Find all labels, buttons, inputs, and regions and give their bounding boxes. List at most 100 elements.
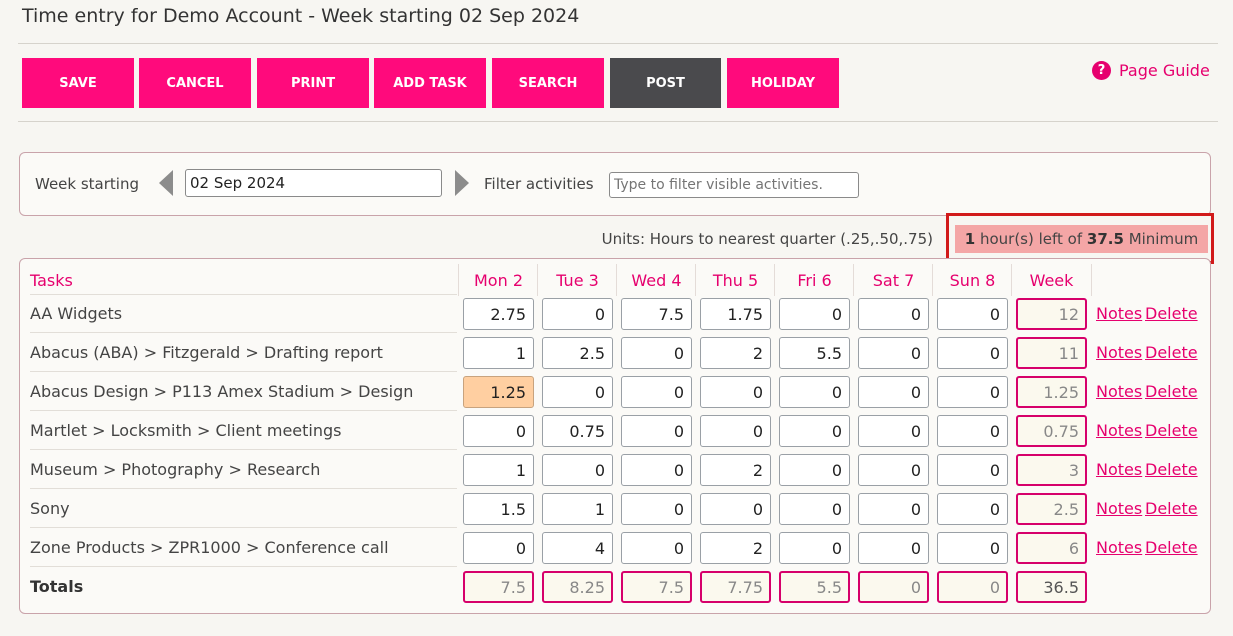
filter-activities-input[interactable]: [609, 172, 859, 198]
hours-input[interactable]: 2: [700, 337, 771, 369]
hours-input[interactable]: 0: [858, 454, 929, 486]
hours-input[interactable]: 2: [700, 454, 771, 486]
hours-input[interactable]: 0: [700, 376, 771, 408]
week-total-cell: 3: [1016, 454, 1087, 486]
hours-input[interactable]: 0: [858, 532, 929, 564]
hours-input[interactable]: 0: [779, 298, 850, 330]
hours-input[interactable]: 0: [858, 493, 929, 525]
hours-input[interactable]: 0: [779, 532, 850, 564]
notes-link[interactable]: Notes: [1096, 499, 1143, 518]
hours-input[interactable]: 0: [937, 454, 1008, 486]
hours-input[interactable]: 0: [621, 493, 692, 525]
hours-input[interactable]: 0: [621, 532, 692, 564]
post-button[interactable]: POST: [610, 58, 721, 108]
hours-input[interactable]: 0: [779, 376, 850, 408]
row-divider: [30, 566, 457, 567]
hours-input[interactable]: 0: [542, 376, 613, 408]
hours-input[interactable]: 1.5: [463, 493, 534, 525]
day-header: Tue 3: [556, 271, 599, 290]
timesheet-grid: [19, 258, 1211, 614]
day-header: Sat 7: [872, 271, 915, 290]
header-column-divider: [1011, 264, 1012, 296]
hours-input[interactable]: 0: [700, 415, 771, 447]
day-header: Thu 5: [712, 271, 759, 290]
hours-input[interactable]: 0: [463, 415, 534, 447]
delete-link[interactable]: Delete: [1145, 499, 1198, 518]
hours-input[interactable]: 0: [858, 337, 929, 369]
hours-input[interactable]: 0: [937, 532, 1008, 564]
day-total-cell: 8.25: [542, 571, 613, 603]
hours-input[interactable]: 1: [542, 493, 613, 525]
header-column-divider: [1091, 264, 1092, 296]
week-total-cell: 12: [1016, 298, 1087, 330]
delete-link[interactable]: Delete: [1145, 304, 1198, 323]
hours-input[interactable]: 1: [463, 337, 534, 369]
page-title: Time entry for Demo Account - Week start…: [22, 5, 580, 27]
hours-input[interactable]: 0: [542, 298, 613, 330]
add-task-button[interactable]: ADD TASK: [374, 58, 486, 108]
hours-input[interactable]: 2.75: [463, 298, 534, 330]
notes-link[interactable]: Notes: [1096, 538, 1143, 557]
header-column-divider: [774, 264, 775, 296]
task-name: Museum > Photography > Research: [30, 460, 321, 479]
row-divider: [30, 488, 457, 489]
week-total-cell: 1.25: [1016, 376, 1087, 408]
week-total-cell: 2.5: [1016, 493, 1087, 525]
page-guide-link[interactable]: ? Page Guide: [1092, 58, 1210, 82]
week-total-cell: 11: [1016, 337, 1087, 369]
header-row-divider: [30, 294, 457, 295]
hours-input[interactable]: 7.5: [621, 298, 692, 330]
hours-input[interactable]: 0: [463, 532, 534, 564]
hours-input[interactable]: 4: [542, 532, 613, 564]
prev-week-arrow-icon[interactable]: [159, 170, 173, 196]
notes-link[interactable]: Notes: [1096, 304, 1143, 323]
hours-input[interactable]: 2: [700, 532, 771, 564]
hours-input[interactable]: 0: [542, 454, 613, 486]
print-button[interactable]: PRINT: [257, 58, 369, 108]
hours-input[interactable]: 2.5: [542, 337, 613, 369]
search-button[interactable]: SEARCH: [492, 58, 604, 108]
hours-input[interactable]: 0: [858, 376, 929, 408]
filter-activities-label: Filter activities: [484, 175, 594, 193]
next-week-arrow-icon[interactable]: [455, 170, 469, 196]
hours-input[interactable]: 0: [621, 415, 692, 447]
hours-input[interactable]: 0: [779, 493, 850, 525]
row-divider: [30, 371, 457, 372]
hours-input[interactable]: 0: [937, 493, 1008, 525]
day-total-cell: 5.5: [779, 571, 850, 603]
delete-link[interactable]: Delete: [1145, 343, 1198, 362]
hours-input[interactable]: 5.5: [779, 337, 850, 369]
delete-link[interactable]: Delete: [1145, 538, 1198, 557]
delete-link[interactable]: Delete: [1145, 421, 1198, 440]
save-button[interactable]: SAVE: [22, 58, 134, 108]
day-header: Wed 4: [631, 271, 682, 290]
row-divider: [30, 527, 457, 528]
hours-input[interactable]: 1.75: [700, 298, 771, 330]
hours-input[interactable]: 0: [700, 493, 771, 525]
hours-input[interactable]: 0: [937, 376, 1008, 408]
holiday-button[interactable]: HOLIDAY: [727, 58, 839, 108]
delete-link[interactable]: Delete: [1145, 460, 1198, 479]
hours-remaining-badge: 1 hour(s) left of 37.5 Minimum: [955, 225, 1208, 253]
notes-link[interactable]: Notes: [1096, 382, 1143, 401]
notes-link[interactable]: Notes: [1096, 460, 1143, 479]
day-total-cell: 0: [937, 571, 1008, 603]
hours-input[interactable]: 0: [779, 415, 850, 447]
hours-input[interactable]: 0: [937, 298, 1008, 330]
hours-input[interactable]: 1.25: [463, 376, 534, 408]
hours-input[interactable]: 0: [858, 415, 929, 447]
hours-input[interactable]: 0: [621, 376, 692, 408]
hours-input[interactable]: 0.75: [542, 415, 613, 447]
week-start-input[interactable]: [185, 169, 442, 197]
hours-input[interactable]: 0: [779, 454, 850, 486]
delete-link[interactable]: Delete: [1145, 382, 1198, 401]
hours-input[interactable]: 1: [463, 454, 534, 486]
notes-link[interactable]: Notes: [1096, 343, 1143, 362]
cancel-button[interactable]: CANCEL: [139, 58, 251, 108]
hours-input[interactable]: 0: [937, 337, 1008, 369]
hours-input[interactable]: 0: [621, 454, 692, 486]
hours-input[interactable]: 0: [858, 298, 929, 330]
hours-input[interactable]: 0: [937, 415, 1008, 447]
hours-input[interactable]: 0: [621, 337, 692, 369]
notes-link[interactable]: Notes: [1096, 421, 1143, 440]
